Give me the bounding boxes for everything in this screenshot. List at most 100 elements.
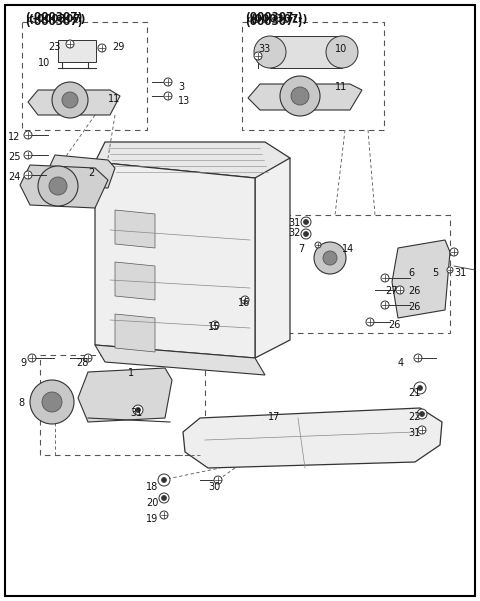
Text: 8: 8 — [18, 398, 24, 408]
Circle shape — [254, 36, 286, 68]
Circle shape — [98, 44, 106, 52]
Circle shape — [315, 242, 321, 248]
Text: 20: 20 — [146, 498, 158, 508]
Circle shape — [42, 392, 62, 412]
Text: 18: 18 — [146, 482, 158, 492]
Circle shape — [314, 242, 346, 274]
Polygon shape — [115, 262, 155, 300]
Circle shape — [414, 382, 426, 394]
Circle shape — [211, 321, 219, 329]
Text: 31: 31 — [130, 408, 142, 418]
Text: (000307-): (000307-) — [245, 12, 302, 22]
Circle shape — [159, 493, 169, 503]
Circle shape — [161, 478, 167, 483]
Circle shape — [418, 385, 422, 391]
Circle shape — [160, 511, 168, 519]
Circle shape — [28, 354, 36, 362]
Circle shape — [66, 40, 74, 48]
Circle shape — [301, 217, 311, 227]
Circle shape — [280, 76, 320, 116]
Circle shape — [24, 131, 32, 139]
Bar — [242, 22, 384, 130]
Text: 9: 9 — [20, 358, 26, 368]
Circle shape — [303, 219, 309, 225]
Circle shape — [24, 171, 32, 179]
Text: (000307-): (000307-) — [250, 14, 307, 24]
Circle shape — [164, 78, 172, 86]
Text: 30: 30 — [208, 482, 220, 492]
Circle shape — [135, 407, 141, 412]
Polygon shape — [115, 210, 155, 248]
Bar — [22, 22, 147, 130]
Polygon shape — [28, 90, 120, 115]
Text: (-000307): (-000307) — [25, 12, 83, 22]
Text: 13: 13 — [178, 96, 190, 106]
Polygon shape — [95, 162, 255, 358]
Circle shape — [326, 36, 358, 68]
Text: 10: 10 — [38, 58, 50, 68]
Circle shape — [417, 409, 427, 419]
Circle shape — [133, 405, 143, 415]
Circle shape — [24, 151, 32, 159]
Circle shape — [291, 87, 309, 105]
Text: 25: 25 — [8, 152, 21, 162]
Polygon shape — [183, 408, 442, 468]
Polygon shape — [392, 240, 450, 318]
Text: 10: 10 — [335, 44, 347, 54]
Text: 19: 19 — [146, 514, 158, 524]
Bar — [285, 215, 450, 333]
Text: 2: 2 — [88, 168, 94, 178]
Text: 6: 6 — [408, 268, 414, 278]
Circle shape — [214, 476, 222, 484]
Text: (-000307): (-000307) — [25, 17, 83, 27]
Circle shape — [62, 92, 78, 108]
Circle shape — [164, 92, 172, 100]
Text: 14: 14 — [342, 244, 354, 254]
Circle shape — [323, 251, 337, 265]
Text: 11: 11 — [335, 82, 347, 92]
Text: (-000307): (-000307) — [28, 14, 85, 24]
Text: 17: 17 — [268, 412, 280, 422]
Circle shape — [30, 380, 74, 424]
Polygon shape — [95, 345, 265, 375]
Circle shape — [381, 274, 389, 282]
Polygon shape — [48, 155, 115, 188]
Circle shape — [450, 248, 458, 256]
Text: 31: 31 — [454, 268, 466, 278]
Polygon shape — [115, 314, 155, 352]
Text: 11: 11 — [108, 94, 120, 104]
Text: 32: 32 — [288, 228, 300, 238]
Polygon shape — [78, 368, 172, 422]
Text: 23: 23 — [48, 42, 60, 52]
Text: 12: 12 — [8, 132, 20, 142]
Bar — [40, 355, 205, 455]
Text: 26: 26 — [408, 302, 420, 312]
Polygon shape — [255, 158, 290, 358]
Circle shape — [381, 301, 389, 309]
Polygon shape — [248, 84, 362, 110]
Text: 21: 21 — [408, 388, 420, 398]
Circle shape — [158, 474, 170, 486]
Text: 15: 15 — [208, 322, 220, 332]
Text: (000307-): (000307-) — [245, 17, 302, 27]
Text: 24: 24 — [8, 172, 20, 182]
Circle shape — [84, 354, 92, 362]
Text: 28: 28 — [76, 358, 88, 368]
Circle shape — [254, 52, 262, 60]
Text: 31: 31 — [288, 218, 300, 228]
Circle shape — [303, 231, 309, 237]
Circle shape — [241, 296, 249, 304]
Polygon shape — [20, 165, 108, 208]
Circle shape — [414, 354, 422, 362]
Circle shape — [418, 426, 426, 434]
Circle shape — [420, 412, 424, 416]
Text: 1: 1 — [128, 368, 134, 378]
Text: 27: 27 — [385, 286, 397, 296]
Bar — [58, 40, 96, 62]
Circle shape — [49, 177, 67, 195]
Polygon shape — [95, 142, 290, 178]
Circle shape — [161, 495, 167, 501]
Circle shape — [301, 229, 311, 239]
Text: 26: 26 — [388, 320, 400, 330]
Text: 31: 31 — [408, 428, 420, 438]
